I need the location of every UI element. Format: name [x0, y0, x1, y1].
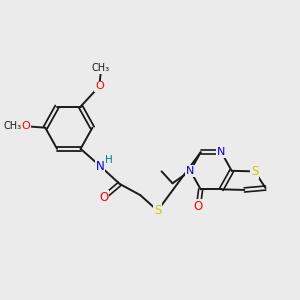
Text: O: O	[95, 81, 103, 92]
Text: N: N	[186, 166, 194, 176]
Text: O: O	[194, 200, 203, 213]
Text: S: S	[251, 165, 258, 178]
Text: CH₃: CH₃	[92, 63, 110, 73]
Text: N: N	[186, 166, 194, 176]
Text: CH₃: CH₃	[3, 121, 21, 131]
Text: N: N	[96, 160, 104, 172]
Text: H: H	[105, 154, 112, 164]
Text: N: N	[96, 160, 104, 172]
Text: CH₃: CH₃	[92, 63, 110, 73]
Text: N: N	[217, 147, 226, 157]
Text: O: O	[95, 81, 103, 92]
Text: O: O	[21, 121, 30, 131]
Text: CH₃: CH₃	[3, 121, 21, 131]
Text: O: O	[194, 200, 203, 213]
Text: S: S	[154, 204, 161, 217]
Text: O: O	[21, 121, 30, 131]
Text: O: O	[99, 191, 109, 204]
Text: H: H	[105, 154, 112, 164]
Text: S: S	[251, 165, 258, 178]
Text: N: N	[217, 147, 226, 157]
Text: S: S	[154, 204, 161, 217]
Text: O: O	[99, 191, 109, 204]
